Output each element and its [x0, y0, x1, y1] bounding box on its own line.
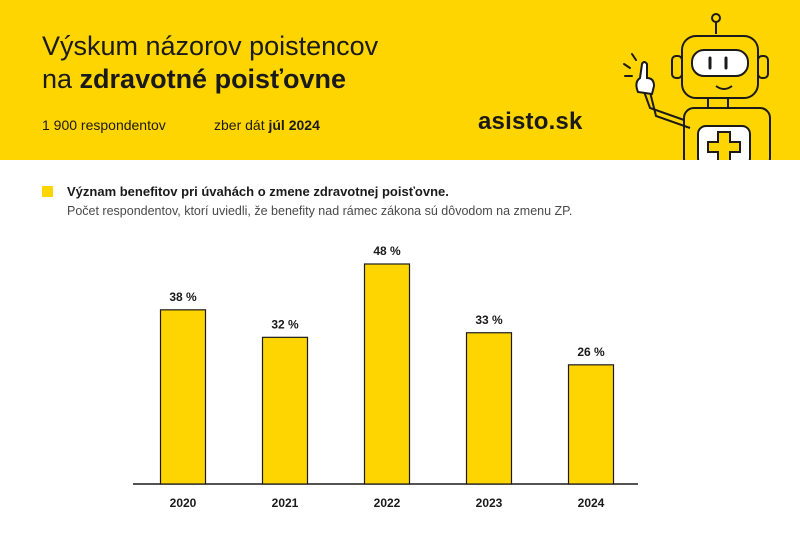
brand-logo: asisto.sk: [478, 108, 583, 135]
value-label-2021: 32 %: [271, 317, 299, 331]
value-label-2022: 48 %: [373, 244, 401, 258]
collection-date: zber dát júl 2024: [214, 117, 320, 133]
title-line-1: Výskum názorov poistencov: [42, 31, 379, 61]
title-line-2: na zdravotné poisťovne: [42, 63, 378, 96]
respondents-count: 1 900 respondentov: [42, 117, 166, 133]
x-tick-label-2024: 2024: [578, 496, 605, 510]
robot-icon: [623, 13, 771, 160]
x-tick-label-2020: 2020: [170, 496, 197, 510]
x-tick-label-2022: 2022: [374, 496, 401, 510]
value-label-2023: 33 %: [475, 313, 503, 327]
bar-2023: [465, 332, 513, 485]
collection-date-value: júl 2024: [268, 117, 320, 133]
page-title: Výskum názorov poistencov na zdravotné p…: [42, 30, 378, 96]
bar-2021: [261, 336, 309, 485]
chart-description: Počet respondentov, ktorí uviedli, že be…: [67, 204, 573, 218]
bar-2024: [567, 364, 615, 485]
collection-prefix: zber dát: [214, 117, 269, 133]
value-label-2024: 26 %: [577, 345, 605, 359]
x-tick-label-2021: 2021: [272, 496, 299, 510]
title-line-2-bold: zdravotné poisťovne: [79, 64, 347, 94]
x-tick-label-2023: 2023: [476, 496, 503, 510]
bar-2020: [159, 309, 207, 485]
chart-title: Význam benefitov pri úvahách o zmene zdr…: [67, 184, 449, 199]
bar-2022: [363, 263, 411, 485]
legend-swatch: [42, 186, 53, 197]
value-label-2020: 38 %: [169, 290, 197, 304]
header-banner: Výskum názorov poistencov na zdravotné p…: [0, 0, 800, 160]
title-line-2-prefix: na: [42, 64, 80, 94]
